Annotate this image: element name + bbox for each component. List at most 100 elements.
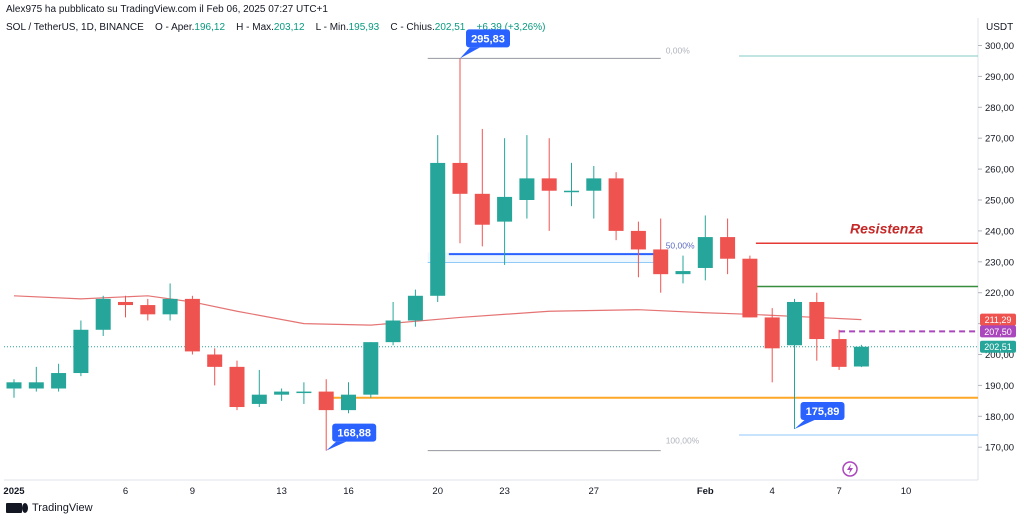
candle-body — [853, 346, 869, 367]
candle-body — [274, 391, 290, 395]
candle-body — [742, 258, 758, 318]
candle-body — [51, 373, 67, 389]
y-tick-label: 280,00 — [985, 103, 1014, 114]
candle-body — [118, 301, 133, 306]
price-tag-box — [980, 313, 1016, 326]
x-tick-label: 13 — [276, 486, 287, 497]
candle-body — [28, 382, 44, 389]
lightning-icon — [842, 461, 858, 477]
price-tag-box — [980, 325, 1016, 338]
open-value: 196,12 — [194, 22, 226, 33]
callout-box — [332, 423, 377, 442]
price-tag: 211,29 — [980, 313, 1016, 326]
x-tick-label: 20 — [432, 486, 443, 497]
candle-body — [675, 271, 691, 275]
candle-body — [341, 394, 356, 411]
x-tick-label: 10 — [901, 486, 912, 497]
high-label: H - Max. — [236, 22, 274, 33]
candle-body — [162, 298, 178, 315]
callout-low2: 175,89 — [794, 401, 845, 429]
candle-body — [452, 162, 468, 194]
price-tag: 207,50 — [980, 325, 1016, 338]
x-tick-label: 2025 — [3, 486, 25, 497]
callout-high: 295,83 — [460, 29, 510, 59]
price-tag-box — [980, 340, 1016, 353]
candle-body — [430, 162, 446, 296]
lightning-icon-bolt — [847, 464, 853, 474]
open-label: O - Aper. — [154, 22, 195, 33]
y-tick-label: 240,00 — [985, 226, 1014, 237]
tradingview-logo-text: TradingView — [32, 502, 93, 514]
callout-box — [466, 29, 510, 48]
candle-body — [787, 301, 802, 346]
symbol-name[interactable]: SOL / TetherUS, 1D, BINANCE — [6, 22, 144, 33]
candle-body — [95, 298, 111, 330]
y-tick-label: 270,00 — [985, 134, 1014, 145]
candle-body — [697, 237, 713, 268]
candle-body — [831, 339, 847, 367]
y-tick-label: 180,00 — [985, 412, 1014, 423]
candle-body — [6, 382, 22, 389]
price-tag: 202,51 — [980, 340, 1016, 353]
callout-text: 175,89 — [806, 406, 840, 418]
candle-body — [764, 317, 780, 349]
candle-body — [207, 354, 223, 367]
low-label: L - Min. — [315, 22, 349, 33]
low-value: 195,93 — [348, 22, 380, 33]
candle-body — [363, 342, 379, 395]
price-tag-text: 211,29 — [985, 315, 1012, 325]
candle-body — [630, 230, 646, 250]
candle-body — [296, 391, 312, 394]
tradingview-logo: TradingView — [6, 502, 93, 514]
close-label: C - Chius. — [390, 22, 435, 33]
x-tick-label: 9 — [190, 486, 195, 497]
candle-body — [720, 237, 736, 259]
high-value: 203,12 — [273, 22, 305, 33]
close-value: 202,51 — [434, 22, 466, 33]
callout-text: 168,88 — [337, 428, 371, 440]
x-tick-label: 27 — [589, 486, 600, 497]
x-tick-label: 4 — [770, 486, 775, 497]
fib-label-100: 100,00% — [666, 436, 700, 446]
candle-body — [407, 295, 423, 321]
callout-low1: 168,88 — [326, 423, 377, 451]
candle-body — [251, 394, 267, 404]
y-tick-label: 290,00 — [985, 72, 1014, 83]
price-tag-text: 202,51 — [984, 342, 1012, 352]
x-tick-label: 23 — [499, 486, 510, 497]
candle-body — [586, 178, 602, 191]
price-tag-text: 207,50 — [984, 327, 1012, 337]
y-tick-label: 190,00 — [985, 381, 1014, 392]
candle-body — [497, 196, 513, 222]
candle-body — [73, 329, 89, 374]
fib-label-50: 50,00% — [666, 241, 695, 251]
callout-pointer — [460, 47, 480, 59]
fib-label-0: 0,00% — [666, 45, 691, 55]
candle-body — [608, 178, 624, 231]
publisher-line: Alex975 ha pubblicato su TradingView.com… — [6, 4, 328, 15]
currency-label: USDT — [986, 22, 1014, 33]
symbol-legend: SOL / TetherUS, 1D, BINANCE O - Aper.196… — [6, 22, 545, 33]
y-tick-label: 250,00 — [985, 196, 1014, 207]
resistance-label: Resistenza — [850, 220, 923, 236]
candle-body — [653, 249, 669, 275]
fib-zone — [427, 252, 661, 263]
y-tick-label: 170,00 — [985, 443, 1014, 454]
candle-body — [184, 298, 200, 352]
candle-body — [140, 305, 156, 315]
callout-text: 295,83 — [471, 33, 505, 45]
change-value: +6,39 (+3,26%) — [476, 22, 546, 33]
lightning-icon-ring — [842, 461, 858, 477]
y-tick-label: 220,00 — [985, 288, 1014, 299]
candle-body — [318, 391, 334, 411]
y-tick-label: 200,00 — [985, 350, 1014, 361]
y-tick-label: 260,00 — [985, 165, 1014, 176]
x-tick-label: 7 — [836, 486, 841, 497]
tradingview-logo-icon — [6, 503, 28, 513]
x-tick-label: 6 — [123, 486, 128, 497]
callout-box — [800, 401, 845, 420]
candle-body — [541, 178, 557, 191]
candle-body — [229, 366, 245, 408]
callout-pointer — [326, 441, 347, 451]
